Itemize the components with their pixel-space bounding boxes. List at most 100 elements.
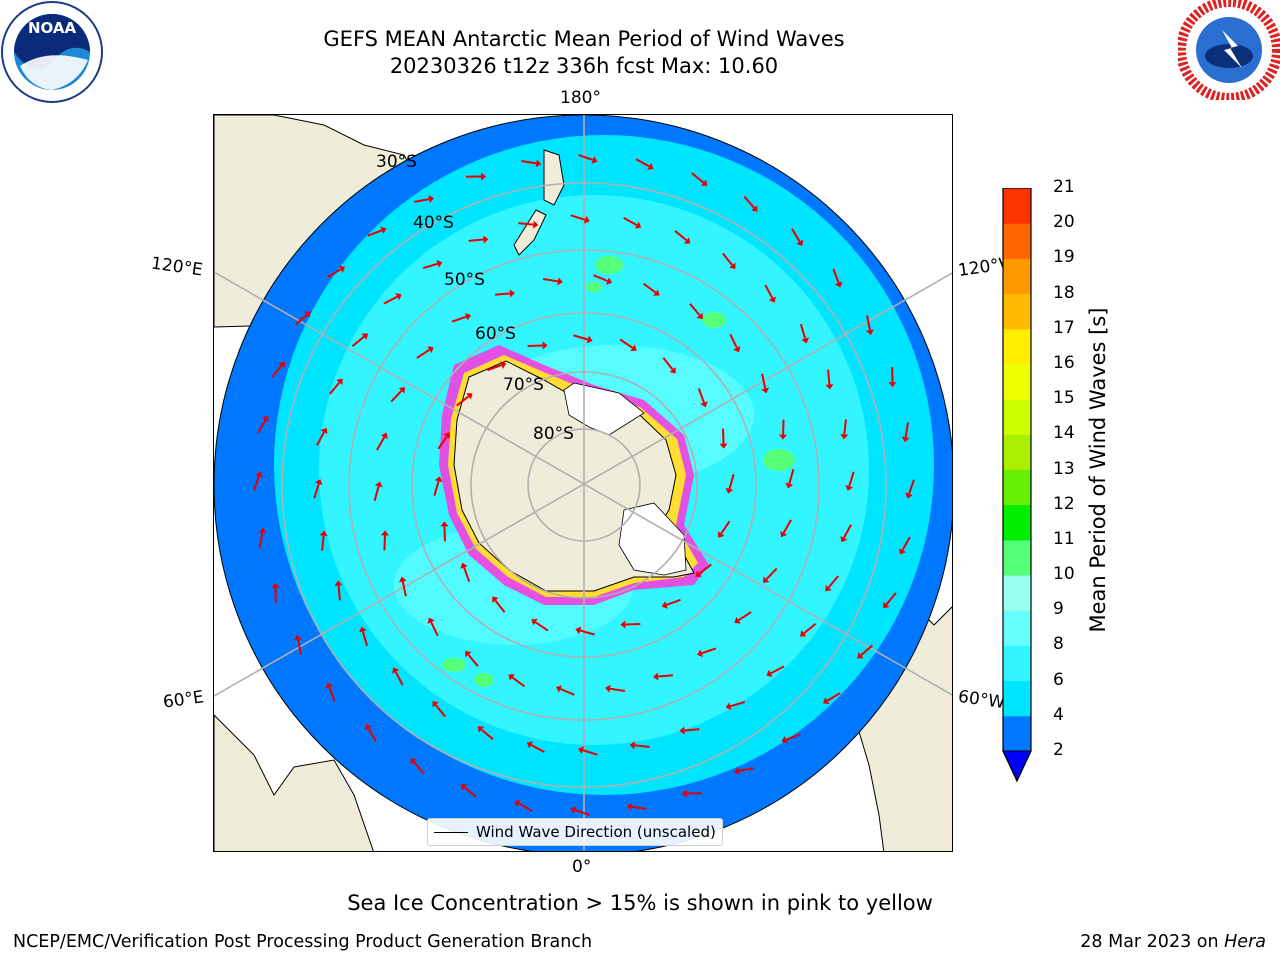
colorbar-under-arrow bbox=[1002, 750, 1032, 783]
wind-wave-arrowhead bbox=[768, 296, 776, 303]
colorbar-label: Mean Period of Wind Waves [s] bbox=[1086, 307, 1110, 633]
wind-wave-arrow bbox=[634, 744, 650, 748]
map-panel bbox=[213, 114, 953, 852]
wind-wave-arrowhead bbox=[825, 584, 832, 592]
new-zealand-land bbox=[513, 149, 565, 256]
wind-wave-arrowhead bbox=[634, 221, 642, 229]
lon-label-0: 0° bbox=[572, 857, 592, 877]
wind-wave-arrowhead bbox=[319, 530, 328, 537]
wind-wave-arrowhead bbox=[719, 443, 728, 449]
wind-wave-arrow bbox=[456, 395, 470, 407]
legend-line-swatch bbox=[434, 831, 468, 833]
wind-wave-arrowhead bbox=[434, 476, 443, 483]
wind-wave-arrow bbox=[437, 435, 448, 450]
map-legend: Wind Wave Direction (unscaled) bbox=[427, 818, 723, 846]
wind-wave-arrow bbox=[430, 621, 439, 637]
wind-wave-arrow bbox=[901, 536, 911, 551]
wind-wave-arrow bbox=[770, 665, 785, 675]
lat-label-70s: 70°S bbox=[503, 375, 544, 395]
wind-wave-arrowhead bbox=[380, 226, 387, 235]
wind-wave-arrow bbox=[376, 436, 386, 451]
period-9-10-patch bbox=[595, 256, 623, 274]
wind-wave-arrow bbox=[530, 744, 545, 753]
wind-wave-arrowhead bbox=[857, 652, 864, 659]
wind-wave-arrow bbox=[799, 323, 807, 339]
colorbar-tick-label: 15 bbox=[1053, 388, 1075, 409]
wind-wave-arrow bbox=[722, 428, 725, 444]
wind-wave-arrowhead bbox=[398, 387, 406, 394]
wind-wave-arrow bbox=[791, 228, 801, 243]
wind-wave-arrow bbox=[908, 479, 915, 495]
wind-wave-arrow bbox=[527, 344, 543, 347]
wind-wave-arrow bbox=[321, 535, 325, 551]
polar-map bbox=[214, 115, 952, 851]
wind-wave-arrow bbox=[625, 623, 641, 626]
wind-wave-direction-arrows bbox=[253, 154, 915, 816]
wind-wave-arrowhead bbox=[683, 237, 691, 244]
wind-wave-arrowhead bbox=[647, 162, 654, 170]
wind-wave-arrowhead bbox=[834, 281, 843, 288]
wind-wave-arrowhead bbox=[734, 616, 741, 624]
wind-wave-arrowhead bbox=[780, 530, 788, 538]
wind-wave-arrowhead bbox=[840, 535, 848, 543]
wind-wave-arrow bbox=[729, 333, 738, 349]
wind-wave-arrowhead bbox=[508, 674, 515, 681]
wind-wave-arrowhead bbox=[801, 337, 809, 344]
wind-wave-arrow bbox=[666, 598, 681, 606]
wind-wave-arrowhead bbox=[823, 697, 830, 705]
wind-wave-arrow bbox=[337, 585, 341, 601]
wind-wave-arrowhead bbox=[570, 806, 577, 814]
wind-wave-arrow bbox=[827, 575, 839, 589]
wind-wave-arrow bbox=[329, 381, 341, 395]
credit-text: NCEP/EMC/Verification Post Processing Pr… bbox=[13, 932, 593, 952]
wind-wave-arrowhead bbox=[700, 401, 708, 408]
colorbar-segment bbox=[1003, 399, 1031, 435]
wind-wave-arrowhead bbox=[733, 766, 740, 775]
wind-wave-arrowhead bbox=[840, 433, 849, 440]
wind-wave-arrow bbox=[383, 295, 398, 305]
wind-wave-arrowhead bbox=[785, 482, 794, 489]
wind-wave-arrowhead bbox=[845, 484, 854, 491]
colorbar-tick-label: 18 bbox=[1053, 282, 1075, 303]
wind-wave-arrowhead bbox=[630, 344, 637, 352]
wind-wave-arrow bbox=[294, 314, 308, 326]
wind-wave-arrowhead bbox=[653, 672, 659, 681]
wind-wave-arrow bbox=[570, 214, 586, 221]
wind-wave-arrowhead bbox=[465, 650, 472, 658]
wind-wave-arrowhead bbox=[679, 726, 685, 735]
wind-wave-arrow bbox=[697, 388, 705, 403]
wind-wave-arrowhead bbox=[557, 277, 563, 286]
wind-wave-arrow bbox=[722, 252, 734, 266]
wind-wave-arrowhead bbox=[338, 265, 345, 273]
wind-wave-arrowhead bbox=[653, 289, 660, 296]
wind-wave-arrowhead bbox=[477, 726, 485, 733]
wind-wave-arrow bbox=[698, 563, 712, 575]
lat-label-30s: 30°S bbox=[376, 152, 417, 172]
wind-wave-arrowhead bbox=[380, 432, 388, 440]
wind-wave-arrowhead bbox=[258, 527, 267, 534]
colorbar-segment bbox=[1003, 258, 1031, 295]
colorbar-segment bbox=[1003, 223, 1031, 259]
legend-label: Wind Wave Direction (unscaled) bbox=[476, 823, 716, 841]
wind-wave-arrowhead bbox=[443, 432, 451, 439]
wind-wave-arrow bbox=[843, 524, 852, 539]
wind-wave-arrowhead bbox=[620, 620, 626, 629]
nws-logo bbox=[1178, 0, 1280, 100]
wind-wave-arrow bbox=[765, 567, 778, 580]
colorbar-tick-label: 4 bbox=[1053, 704, 1064, 725]
wind-wave-arrowhead bbox=[762, 576, 770, 583]
wind-wave-arrow bbox=[827, 369, 831, 385]
wind-wave-arrow bbox=[689, 303, 701, 316]
wind-wave-arrow bbox=[383, 535, 386, 551]
wind-wave-arrow bbox=[860, 644, 874, 656]
lon-label-60w: 60°W bbox=[956, 686, 1007, 714]
wind-wave-arrowhead bbox=[432, 701, 439, 708]
wind-wave-arrow bbox=[433, 480, 440, 496]
wind-wave-arrow bbox=[434, 704, 446, 718]
wind-wave-arrow bbox=[738, 611, 752, 622]
wind-wave-arrow bbox=[782, 419, 785, 435]
wind-wave-arrowhead bbox=[359, 626, 367, 633]
colorbar-segment bbox=[1003, 293, 1031, 330]
wind-wave-arrow bbox=[635, 158, 650, 168]
chart-title: GEFS MEAN Antarctic Mean Period of Wind … bbox=[323, 27, 845, 51]
